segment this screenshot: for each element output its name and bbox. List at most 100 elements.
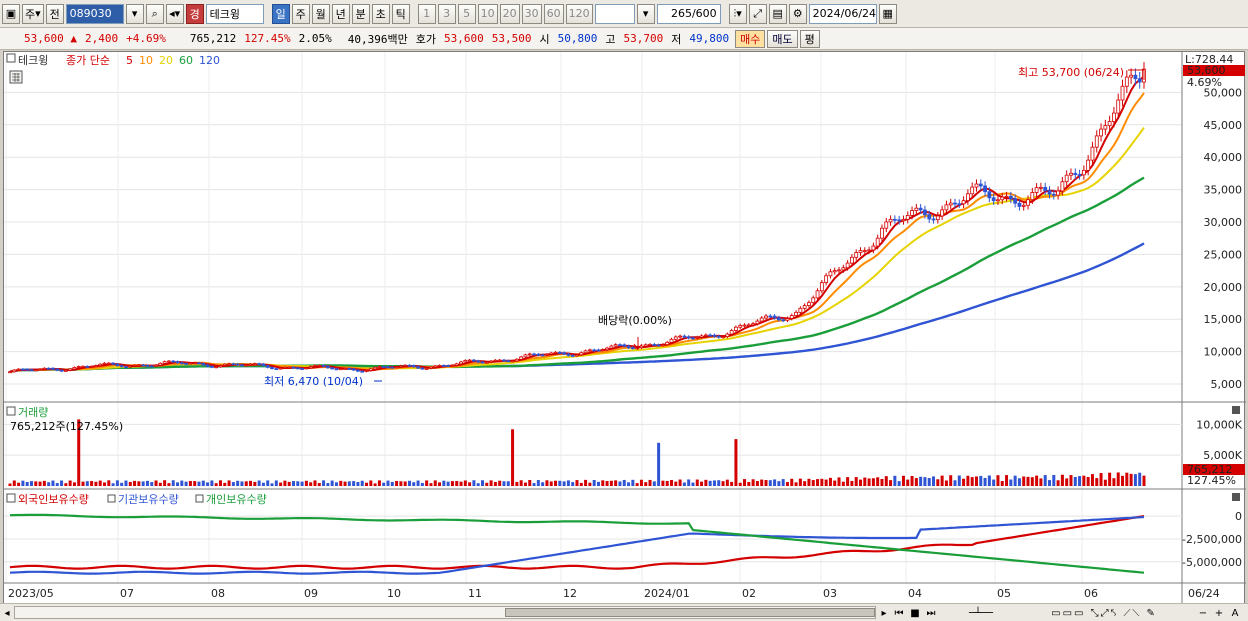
volume-bar	[365, 482, 369, 486]
legend-ma60[interactable]: 60	[179, 54, 193, 67]
scroll-right-icon[interactable]: ▸	[881, 607, 887, 619]
candle-body	[562, 352, 567, 355]
search-icon[interactable]: ⌕	[145, 3, 164, 24]
price-y-axis: 50,000 45,000 40,000 35,000 30,000 25,000 20,0…	[1204, 86, 1243, 391]
current-price-value: 53,600	[24, 32, 64, 45]
speaker-icon[interactable]: ◂▾	[165, 3, 184, 24]
prev-button[interactable]: 전	[45, 3, 64, 24]
legend-ma20[interactable]: 20	[159, 54, 173, 67]
font-size-icon[interactable]: A	[1231, 607, 1239, 619]
volume-legend-toggle-icon[interactable]	[6, 406, 16, 416]
volume-panel-close-icon[interactable]	[1232, 406, 1240, 414]
period-tick-button[interactable]: 틱	[391, 3, 410, 24]
candle-body	[149, 365, 154, 368]
calendar-icon[interactable]: ▦	[878, 3, 897, 24]
holdings-legend-toggle-icon[interactable]	[6, 493, 16, 503]
chart-area[interactable]: 50,000 45,000 40,000 35,000 30,000 25,000 20,0…	[3, 51, 1246, 605]
volume-bar	[128, 482, 132, 486]
volume-bar	[846, 477, 850, 486]
sell-button[interactable]: 매도	[767, 29, 798, 48]
period-minute-button[interactable]: 분	[351, 3, 370, 24]
volume-bar	[253, 481, 257, 486]
legend-ma10[interactable]: 10	[139, 54, 153, 67]
window-menu-icon[interactable]: ▣	[2, 3, 20, 24]
interval-30-button[interactable]: 30	[521, 3, 542, 24]
period-week-button[interactable]: 주	[291, 3, 310, 24]
legend-ma120[interactable]: 120	[199, 54, 220, 67]
interval-3-button[interactable]: 3	[437, 3, 456, 24]
candle-body	[884, 221, 889, 229]
zoom-out-icon[interactable]: −	[1198, 607, 1208, 619]
price-y-tick: 5,000	[1211, 378, 1243, 391]
volume-bar	[399, 481, 403, 486]
last-price-value: 53,600	[1187, 64, 1226, 77]
interval-60-button[interactable]: 60	[543, 3, 564, 24]
legend-individual-box-icon	[195, 494, 204, 503]
avg-button[interactable]: 평	[799, 29, 820, 48]
drawing-tools-icon[interactable]: ▭▭▭ ⤡⤢⤣ ⟋⟍ ✎	[1051, 607, 1157, 619]
scroll-thumb[interactable]	[505, 608, 875, 617]
holdings-panel-close-icon[interactable]	[1232, 493, 1240, 501]
scroll-track[interactable]	[14, 606, 876, 619]
legend-ma-label[interactable]: 종가 단순	[66, 54, 110, 67]
candle-body	[888, 218, 893, 223]
buy-button[interactable]: 매수	[735, 29, 766, 48]
volume-bar	[665, 480, 669, 486]
fast-forward-icon[interactable]: ⏭	[926, 607, 936, 619]
volume-bar	[648, 479, 652, 486]
code-dropdown-icon[interactable]: ▾	[125, 3, 144, 24]
candle-body	[643, 344, 648, 347]
period-second-button[interactable]: 초	[371, 3, 390, 24]
volume-bar	[511, 429, 515, 486]
market-select[interactable]: 주 ▾	[22, 3, 44, 24]
candle-body	[407, 364, 412, 367]
stock-code-input[interactable]: 089030	[65, 3, 124, 24]
custom-interval-input[interactable]	[594, 3, 635, 24]
legend-stock-name[interactable]: 테크윙	[18, 54, 48, 67]
interval-1-button[interactable]: 1	[417, 3, 436, 24]
rewind-icon[interactable]: ⏮	[894, 607, 904, 619]
price-y-tick: 30,000	[1204, 216, 1243, 229]
volume-bar	[317, 483, 321, 486]
volume-bar	[206, 482, 210, 486]
period-year-button[interactable]: 년	[331, 3, 350, 24]
volume-bar	[734, 439, 738, 486]
volume-bar	[622, 479, 626, 486]
legend-individual[interactable]: 개인보유수량	[206, 493, 267, 506]
volume-bar	[992, 479, 996, 486]
volume-bar	[1026, 476, 1030, 486]
legend-foreign[interactable]: 외국인보유수량	[18, 493, 89, 506]
data-count-field[interactable]: 265/600	[656, 3, 721, 24]
volume-bar	[820, 478, 824, 486]
legend-institution[interactable]: 기관보유수량	[118, 493, 179, 506]
candle-body	[1137, 78, 1142, 83]
interval-5-button[interactable]: 5	[457, 3, 476, 24]
candle-body	[261, 363, 266, 367]
draw-tool-icon[interactable]: ⤢	[748, 3, 767, 24]
zoom-slider[interactable]: ─┴──	[968, 607, 994, 619]
candle-body	[1000, 196, 1005, 201]
stop-icon[interactable]: ■	[910, 607, 920, 619]
candle-body	[497, 359, 502, 362]
volume-bar	[618, 481, 622, 486]
gear-icon[interactable]: ⚙	[788, 3, 807, 24]
scroll-left-icon[interactable]: ◂	[4, 607, 10, 619]
volume-bar	[240, 481, 244, 486]
save-icon[interactable]: ▤	[768, 3, 787, 24]
candle-body	[38, 368, 42, 371]
volume-bar	[575, 480, 579, 486]
interval-10-button[interactable]: 10	[477, 3, 498, 24]
interval-120-button[interactable]: 120	[565, 3, 593, 24]
date-input[interactable]: 2024/06/24	[808, 3, 877, 24]
interval-dropdown-icon[interactable]: ▾	[636, 3, 655, 24]
volume-bar	[360, 480, 364, 486]
interval-20-button[interactable]: 20	[499, 3, 520, 24]
legend-toggle-icon[interactable]	[6, 53, 16, 63]
candle-body	[837, 269, 841, 272]
legend-ma5[interactable]: 5	[126, 54, 133, 67]
candle-type-icon[interactable]: ⫶▾	[728, 3, 747, 24]
zoom-in-icon[interactable]: +	[1214, 607, 1224, 619]
period-day-button[interactable]: 일	[271, 3, 290, 24]
volume-title[interactable]: 거래량	[18, 406, 48, 419]
period-month-button[interactable]: 월	[311, 3, 330, 24]
